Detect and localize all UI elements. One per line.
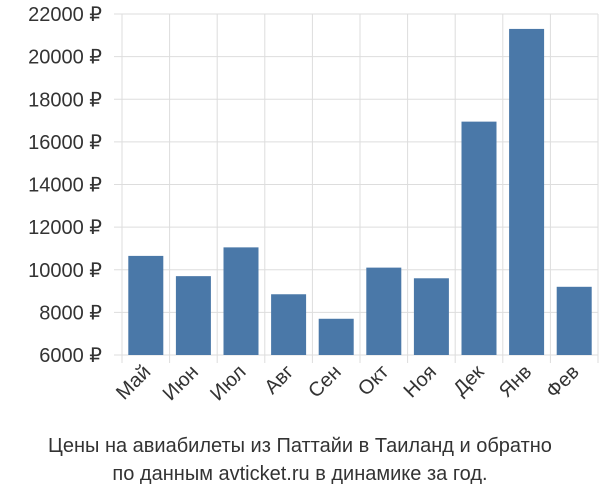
x-tick-label: Сен — [304, 361, 345, 402]
y-tick-label: 22000 ₽ — [28, 4, 102, 26]
y-tick-label: 20000 ₽ — [28, 47, 102, 69]
bar — [223, 247, 259, 355]
x-tick-label: Ноя — [400, 361, 441, 402]
y-tick-label: 6000 ₽ — [39, 345, 102, 367]
y-axis-ticks: 6000 ₽ 8000 ₽ 10000 ₽ 12000 ₽ 14000 ₽ 16000 ₽… — [28, 4, 102, 367]
bar — [461, 121, 497, 355]
x-tick-label: Май — [112, 361, 155, 404]
x-tick-label: Июл — [206, 361, 250, 405]
bar — [366, 267, 402, 355]
x-tick-label: Окт — [354, 361, 393, 400]
bar — [128, 255, 164, 355]
y-tick-label: 10000 ₽ — [28, 260, 102, 282]
bar — [175, 276, 211, 355]
bar — [413, 278, 449, 355]
bar — [271, 294, 307, 355]
caption-line-1: Цены на авиабилеты из Паттайи в Таиланд … — [48, 435, 552, 457]
y-tick-label: 12000 ₽ — [28, 217, 102, 239]
bar — [556, 286, 592, 355]
bar — [318, 318, 354, 355]
y-tick-label: 14000 ₽ — [28, 175, 102, 197]
bars — [128, 28, 592, 355]
x-axis-labels: Май Июн Июл Авг Сен Окт Ноя Дек Янв Фев — [112, 361, 584, 405]
bar — [509, 28, 545, 355]
y-tick-label: 18000 ₽ — [28, 89, 102, 111]
grid-lines — [114, 13, 599, 363]
x-tick-label: Янв — [495, 361, 536, 402]
x-tick-label: Авг — [260, 361, 298, 399]
caption-line-2: по данным avticket.ru в динамике за год. — [112, 463, 488, 485]
bar-chart: 6000 ₽ 8000 ₽ 10000 ₽ 12000 ₽ 14000 ₽ 16000 ₽… — [28, 4, 599, 405]
chart-caption: Цены на авиабилеты из Паттайи в Таиланд … — [0, 432, 600, 488]
x-tick-label: Июн — [159, 361, 203, 405]
x-tick-label: Дек — [449, 361, 488, 400]
y-tick-label: 8000 ₽ — [39, 302, 102, 324]
y-tick-label: 16000 ₽ — [28, 132, 102, 154]
x-tick-label: Фев — [542, 361, 584, 403]
